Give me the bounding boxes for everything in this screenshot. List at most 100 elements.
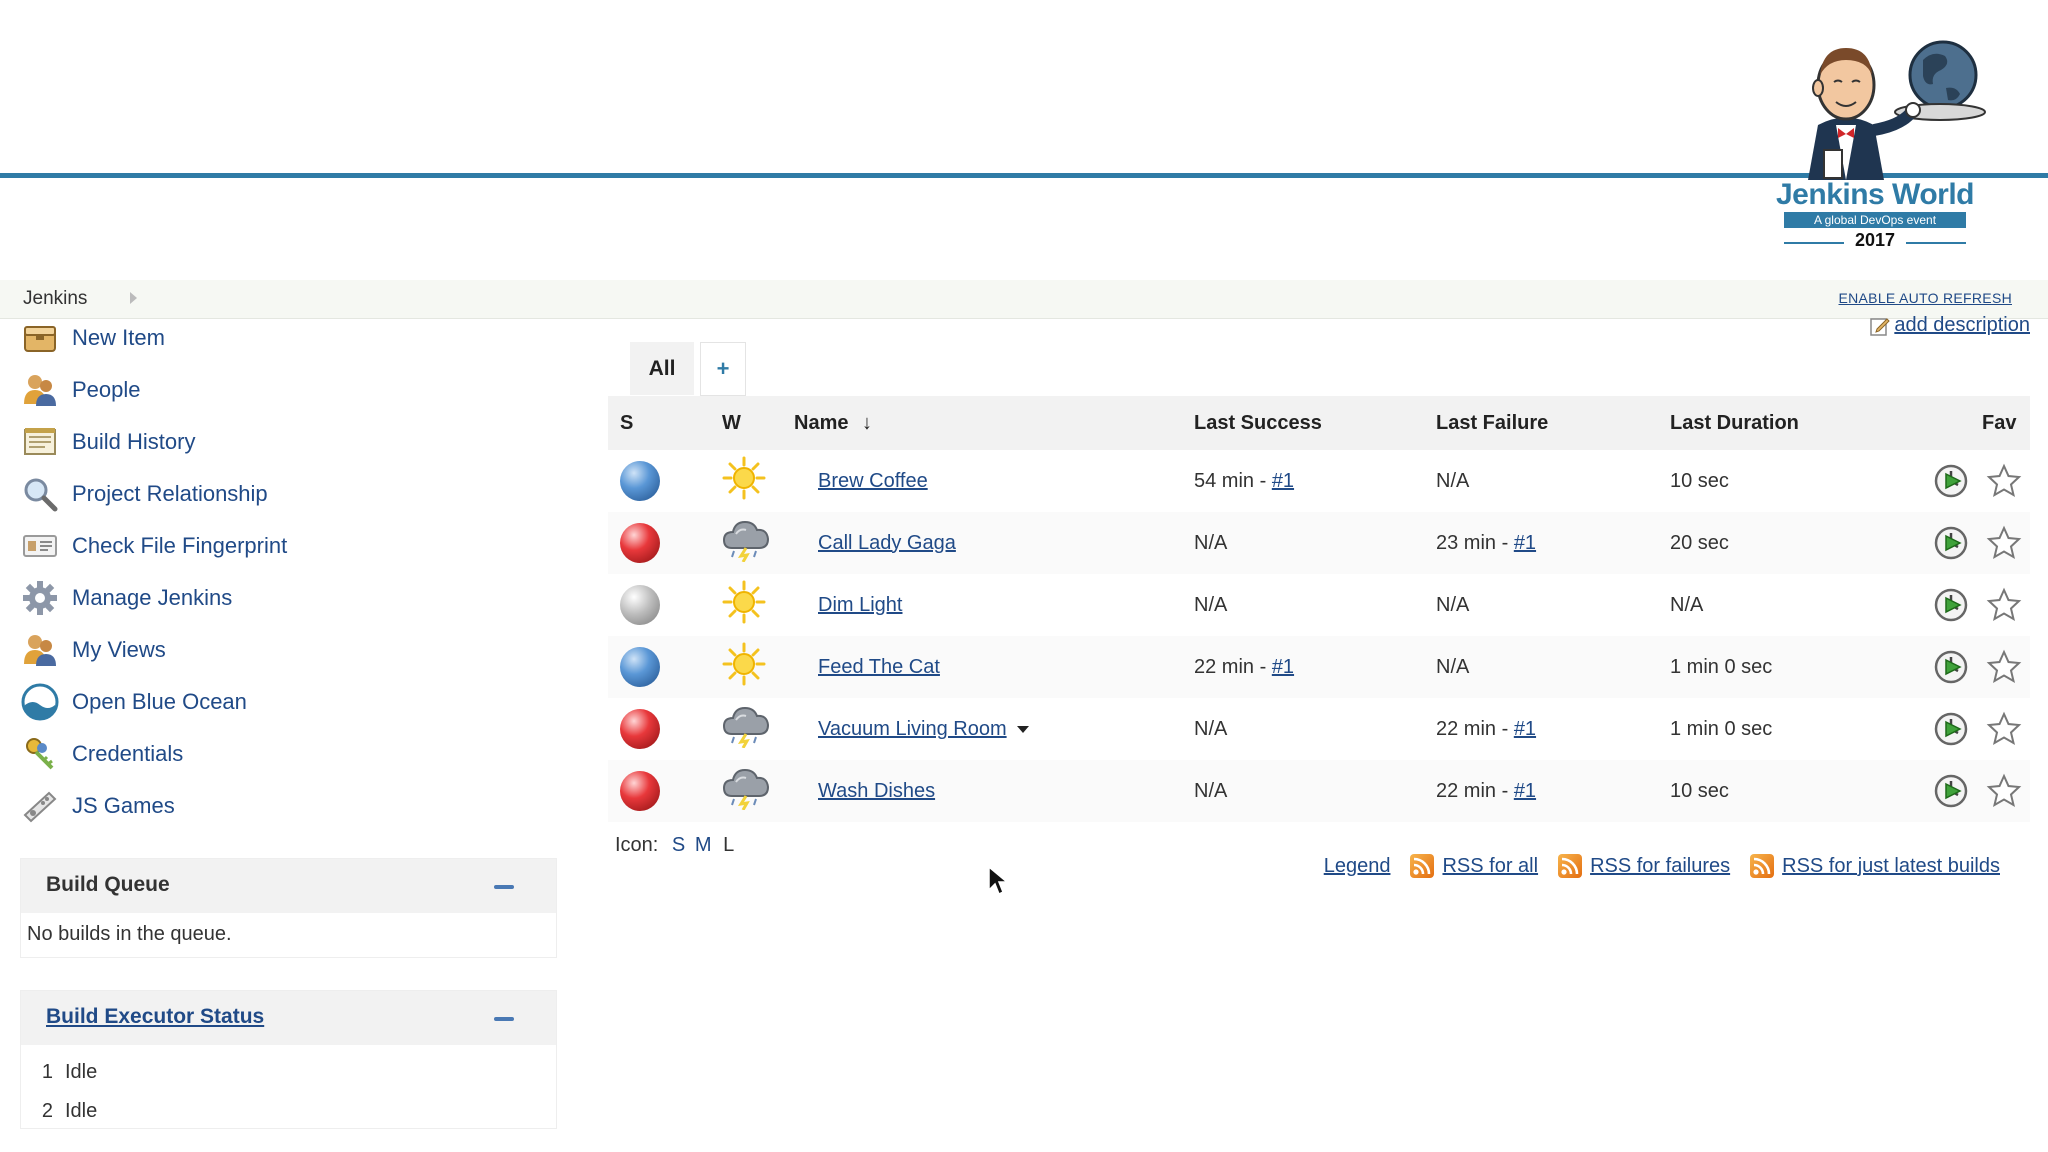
- weather-storm-icon[interactable]: [722, 766, 770, 810]
- build-status-blue-ball-icon[interactable]: [620, 647, 660, 687]
- task-build-history[interactable]: Build History: [20, 416, 560, 468]
- job-name-link[interactable]: Vacuum Living Room: [818, 717, 1007, 740]
- logo-year-rule-right: [1906, 242, 1966, 244]
- column-name-label: Name: [794, 411, 849, 434]
- last-failure-build-link[interactable]: #1: [1513, 531, 1537, 554]
- breadcrumb-arrow-icon[interactable]: [130, 292, 137, 304]
- last-success-build-link[interactable]: #1: [1271, 469, 1295, 492]
- job-name-link[interactable]: Wash Dishes: [818, 779, 936, 802]
- task-people[interactable]: People: [20, 364, 560, 416]
- side-panel-tasks: New Item People Build History Project Re…: [20, 312, 560, 832]
- task-new-item[interactable]: New Item: [20, 312, 560, 364]
- icon-size-large-current: L: [723, 834, 735, 856]
- task-label[interactable]: Credentials: [72, 741, 184, 766]
- add-description-link[interactable]: add description: [1870, 314, 2030, 337]
- rss-all-link[interactable]: RSS for all: [1442, 854, 1539, 877]
- breadcrumb-jenkins[interactable]: Jenkins: [23, 288, 88, 309]
- build-status-red-ball-icon[interactable]: [620, 709, 660, 749]
- job-name-link[interactable]: Brew Coffee: [818, 469, 928, 492]
- schedule-build-clock-icon[interactable]: [1932, 710, 1970, 748]
- people-icon: [20, 370, 60, 410]
- enable-auto-refresh-link[interactable]: ENABLE AUTO REFRESH: [1838, 290, 2012, 306]
- icon-size-small-link[interactable]: S: [671, 834, 686, 856]
- column-fav[interactable]: Fav: [1912, 396, 2030, 450]
- job-name-link[interactable]: Call Lady Gaga: [818, 531, 956, 554]
- build-executor-header: Build Executor Status: [21, 991, 556, 1045]
- build-status-blue-ball-icon[interactable]: [620, 461, 660, 501]
- collapse-build-executor-icon[interactable]: [494, 1017, 514, 1021]
- column-last-failure[interactable]: Last Failure: [1424, 396, 1658, 450]
- last-failure-build-link[interactable]: #1: [1513, 779, 1537, 802]
- task-project-relationship[interactable]: Project Relationship: [20, 468, 560, 520]
- task-manage-jenkins[interactable]: Manage Jenkins: [20, 572, 560, 624]
- last-failure-text: 22 min -: [1436, 779, 1514, 802]
- last-failure-text: 22 min -: [1436, 717, 1514, 740]
- build-status-red-ball-icon[interactable]: [620, 771, 660, 811]
- new-view-tab[interactable]: +: [700, 342, 746, 396]
- task-label[interactable]: Project Relationship: [72, 481, 268, 506]
- task-label[interactable]: Open Blue Ocean: [72, 689, 247, 714]
- column-weather[interactable]: W: [722, 396, 794, 450]
- task-check-file-fingerprint[interactable]: Check File Fingerprint: [20, 520, 560, 572]
- job-name-link[interactable]: Feed The Cat: [818, 655, 940, 678]
- job-rows: Brew Coffee 54 min - #1 N/A 10 sec Call Lady…: [608, 450, 2030, 822]
- rss-bar: Legend RSS for all RSS for failures RSS …: [1304, 854, 2000, 878]
- last-success-build-link[interactable]: #1: [1271, 655, 1295, 678]
- tab-all[interactable]: All: [630, 342, 694, 395]
- favorite-star-icon[interactable]: [1986, 773, 2022, 809]
- schedule-build-clock-icon[interactable]: [1932, 462, 1970, 500]
- column-last-duration[interactable]: Last Duration: [1658, 396, 1912, 450]
- favorite-star-icon[interactable]: [1986, 525, 2022, 561]
- weather-storm-icon[interactable]: [722, 704, 770, 748]
- favorite-star-icon[interactable]: [1986, 463, 2022, 499]
- job-menu-chevron-down-icon[interactable]: [1016, 725, 1029, 733]
- weather-storm-icon[interactable]: [722, 518, 770, 562]
- last-success-text: 22 min -: [1194, 655, 1272, 678]
- weather-sunny-icon[interactable]: [722, 642, 766, 686]
- task-credentials[interactable]: Credentials: [20, 728, 560, 780]
- last-failure-text: N/A: [1436, 469, 1470, 492]
- build-executor-title-link[interactable]: Build Executor Status: [46, 1005, 265, 1028]
- executor-list: 1 Idle 2 Idle: [21, 1045, 556, 1131]
- favorite-star-icon[interactable]: [1986, 587, 2022, 623]
- task-my-views[interactable]: My Views: [20, 624, 560, 676]
- task-open-blue-ocean[interactable]: Open Blue Ocean: [20, 676, 560, 728]
- job-name-link[interactable]: Dim Light: [818, 593, 903, 616]
- logo-year: 2017: [1854, 230, 1896, 250]
- last-success-text: N/A: [1194, 593, 1228, 616]
- last-success-text: N/A: [1194, 779, 1228, 802]
- weather-sunny-icon[interactable]: [722, 580, 766, 624]
- icon-size-medium-link[interactable]: M: [694, 834, 712, 856]
- rss-failures-link[interactable]: RSS for failures: [1590, 854, 1731, 877]
- task-label[interactable]: Manage Jenkins: [72, 585, 233, 610]
- build-status-red-ball-icon[interactable]: [620, 523, 660, 563]
- schedule-build-clock-icon[interactable]: [1932, 524, 1970, 562]
- rss-latest-link[interactable]: RSS for just latest builds: [1782, 854, 2000, 877]
- jenkins-world-logo[interactable]: Jenkins World A global DevOps event 2017: [1770, 30, 2000, 260]
- last-failure-text: N/A: [1436, 655, 1470, 678]
- column-name[interactable]: Name ↓: [794, 396, 1182, 450]
- task-label[interactable]: Build History: [72, 429, 196, 454]
- task-label[interactable]: My Views: [72, 637, 166, 662]
- column-last-success[interactable]: Last Success: [1182, 396, 1424, 450]
- task-label[interactable]: Check File Fingerprint: [72, 533, 288, 558]
- legend-link[interactable]: Legend: [1323, 854, 1391, 877]
- build-queue-empty: No builds in the queue.: [27, 923, 232, 945]
- task-label[interactable]: JS Games: [72, 793, 175, 818]
- table-row: Wash Dishes N/A 22 min - #1 10 sec: [608, 760, 2030, 822]
- last-failure-build-link[interactable]: #1: [1513, 717, 1537, 740]
- schedule-build-clock-icon[interactable]: [1932, 648, 1970, 686]
- weather-sunny-icon[interactable]: [722, 456, 766, 500]
- favorite-star-icon[interactable]: [1986, 649, 2022, 685]
- task-label[interactable]: New Item: [72, 325, 165, 350]
- gear-icon: [20, 578, 60, 618]
- collapse-build-queue-icon[interactable]: [494, 885, 514, 889]
- executor-row: 1 Idle: [21, 1053, 556, 1092]
- column-status[interactable]: S: [608, 396, 722, 450]
- task-js-games[interactable]: JS Games: [20, 780, 560, 832]
- task-label[interactable]: People: [72, 377, 141, 402]
- schedule-build-clock-icon[interactable]: [1932, 586, 1970, 624]
- build-status-grey-ball-icon[interactable]: [620, 585, 660, 625]
- schedule-build-clock-icon[interactable]: [1932, 772, 1970, 810]
- favorite-star-icon[interactable]: [1986, 711, 2022, 747]
